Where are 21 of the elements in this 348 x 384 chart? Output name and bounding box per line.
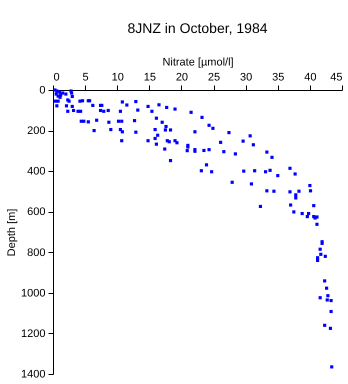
x-tick-label: 5 — [82, 72, 89, 84]
x-tick-label: 25 — [208, 72, 220, 84]
y-tick-label: 0 — [39, 84, 46, 96]
chart-title: 8JNZ in October, 1984 — [127, 20, 268, 36]
x-tick-label: 30 — [240, 72, 252, 84]
x-tick-label: 45 — [330, 72, 342, 84]
y-tick-label: 1000 — [21, 287, 46, 300]
x-tick-label: 35 — [272, 72, 284, 84]
y-tick-label: 1400 — [21, 368, 46, 380]
x-tick-label: 20 — [176, 72, 188, 84]
x-tick-label: 10 — [112, 72, 124, 84]
y-tick-label: 800 — [27, 246, 46, 259]
x-tick-label: 40 — [304, 72, 317, 84]
y-tick-label: 400 — [27, 166, 46, 178]
x-axis-title: Nitrate [µmol/l] — [162, 56, 234, 68]
y-tick-label: 200 — [27, 125, 46, 138]
x-tick-label: 0 — [54, 72, 60, 84]
y-axis-title: Depth [m] — [6, 208, 18, 256]
x-tick-label: 15 — [144, 72, 156, 84]
y-tick-label: 1200 — [21, 328, 46, 340]
y-tick-label: 600 — [27, 206, 46, 218]
